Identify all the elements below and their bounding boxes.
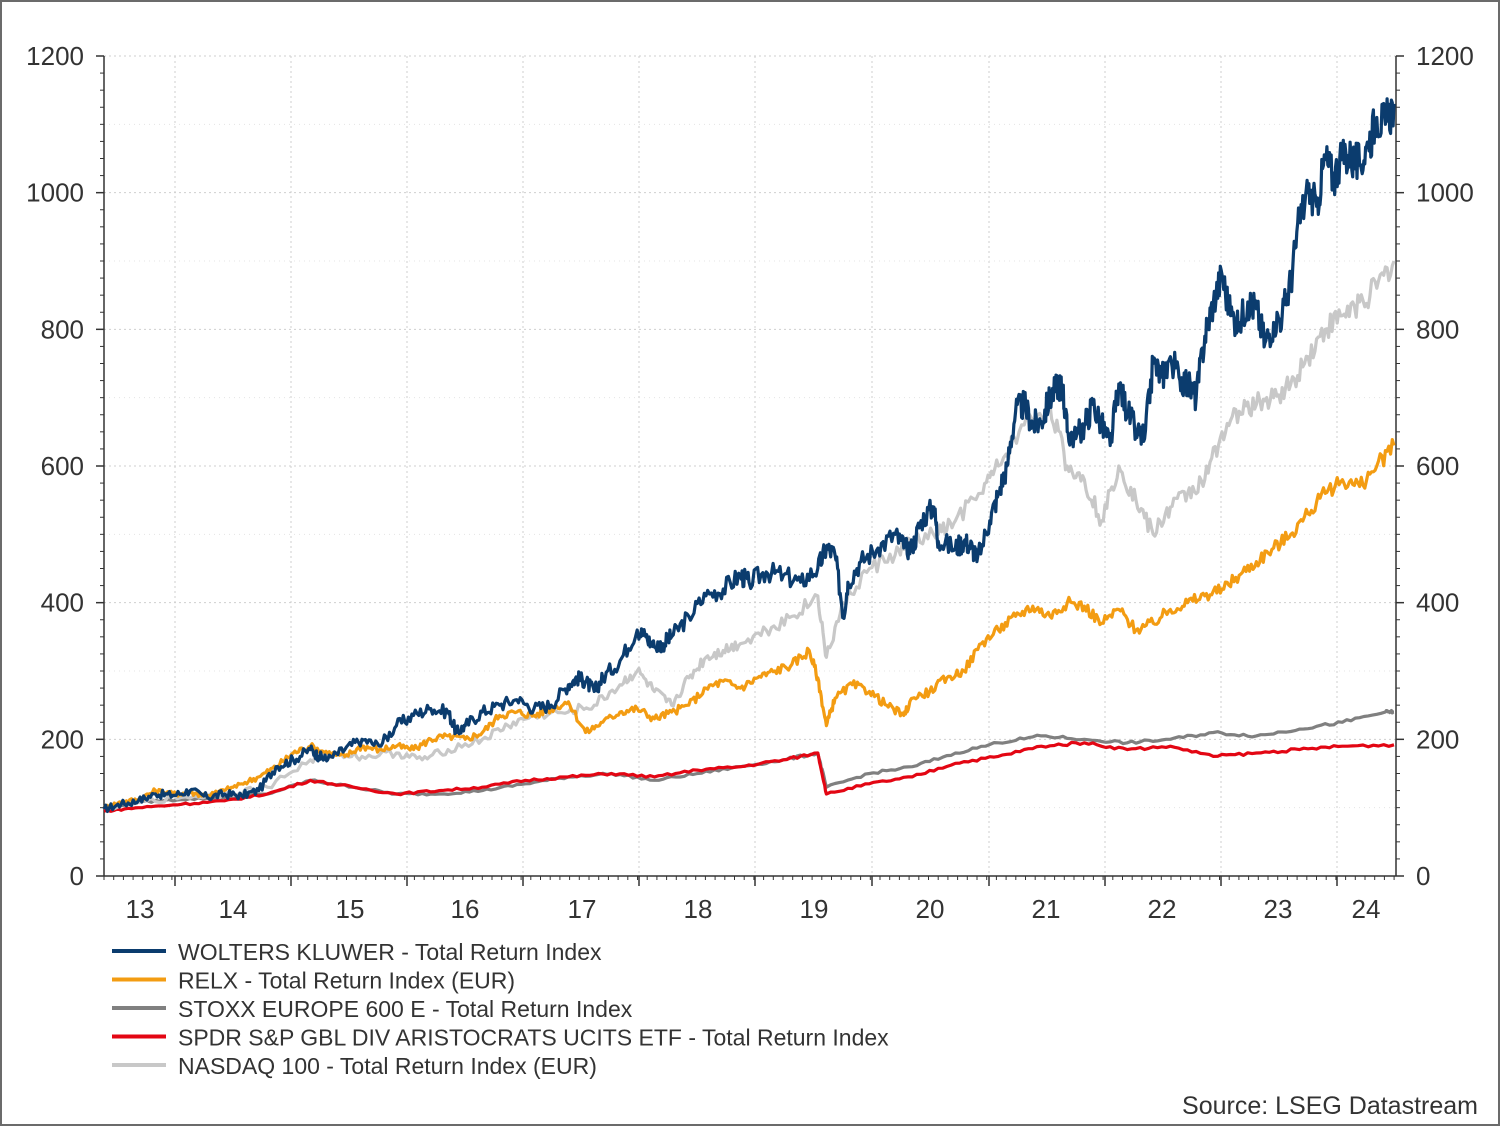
series-line-0 [102,97,1396,814]
y-tick-label-left: 400 [41,588,84,618]
y-tick-label-left: 0 [70,861,84,891]
x-tick-label: 16 [451,894,480,924]
axis-ticks: 0 0 200 200 400 400 600 600 800 800 1000 1000 1200 12… [26,41,1474,924]
series-line-1 [102,438,1396,810]
series-line-3 [103,740,1395,813]
x-tick-label: 17 [568,894,597,924]
legend-label: WOLTERS KLUWER - Total Return Index [178,939,602,965]
y-tick-label-left: 200 [41,724,84,754]
x-tick-label: 22 [1148,894,1177,924]
x-tick-label: 20 [916,894,945,924]
x-tick-label: 23 [1264,894,1293,924]
series-line-4 [103,260,1396,811]
grid-lines [104,55,1396,876]
x-tick-label: 13 [126,894,155,924]
legend: WOLTERS KLUWER - Total Return Index RELX … [112,939,889,1079]
y-tick-label-left: 600 [41,451,84,481]
y-tick-label-right: 1200 [1416,41,1474,71]
source-label: Source: LSEG Datastream [1182,1092,1478,1120]
x-tick-label: 15 [336,894,365,924]
y-tick-label-left: 1200 [26,41,84,71]
x-tick-label: 18 [684,894,713,924]
y-tick-label-left: 800 [41,314,84,344]
x-tick-label: 24 [1352,894,1381,924]
legend-label: SPDR S&P GBL DIV ARISTOCRATS UCITS ETF -… [178,1025,889,1051]
legend-label: STOXX EUROPE 600 E - Total Return Index [178,996,633,1022]
y-tick-label-right: 200 [1416,724,1459,754]
y-tick-label-right: 0 [1416,861,1430,891]
y-tick-label-left: 1000 [26,178,84,208]
legend-label: RELX - Total Return Index (EUR) [178,968,515,994]
legend-label: NASDAQ 100 - Total Return Index (EUR) [178,1053,597,1079]
x-tick-label: 21 [1032,894,1061,924]
y-tick-label-right: 400 [1416,588,1459,618]
x-tick-label: 19 [800,894,829,924]
y-tick-label-right: 1000 [1416,178,1474,208]
y-tick-label-right: 600 [1416,451,1459,481]
x-tick-label: 14 [219,894,248,924]
series-layer [102,97,1396,814]
y-tick-label-right: 800 [1416,314,1459,344]
